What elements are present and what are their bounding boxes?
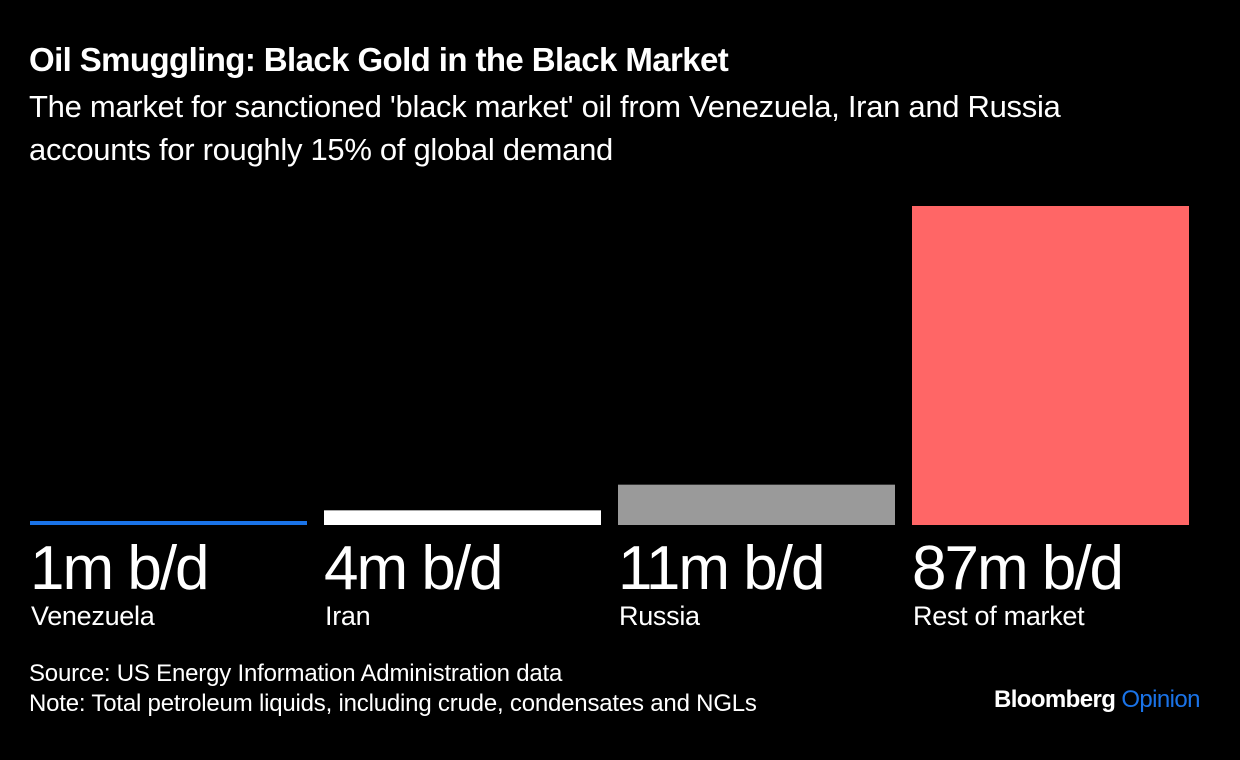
chart-subtitle: The market for sanctioned 'black market'… [29, 89, 1061, 167]
category-label-venezuela: Venezuela [31, 601, 155, 631]
bar-venezuela [30, 521, 307, 525]
value-label-venezuela: 1m b/d [30, 534, 210, 603]
bar-iran [324, 510, 601, 525]
source-note: Source: US Energy Information Administra… [29, 660, 563, 687]
logo-bloomberg: Bloomberg [994, 686, 1116, 713]
bloomberg-opinion-logo: Bloomberg Opinion [994, 686, 1200, 714]
value-label-russia: 11m b/d [618, 534, 825, 603]
logo-opinion: Opinion [1121, 686, 1200, 713]
category-label-iran: Iran [325, 601, 371, 631]
category-label-russia: Russia [619, 601, 700, 631]
footnote: Note: Total petroleum liquids, including… [29, 690, 757, 717]
bar-russia [618, 484, 895, 525]
category-label-rest-of-market: Rest of market [913, 601, 1085, 631]
value-label-rest-of-market: 87m b/d [912, 534, 1124, 603]
chart-title: Oil Smuggling: Black Gold in the Black M… [29, 41, 729, 78]
bar-rest-of-market [912, 206, 1189, 525]
value-label-iran: 4m b/d [324, 534, 504, 603]
